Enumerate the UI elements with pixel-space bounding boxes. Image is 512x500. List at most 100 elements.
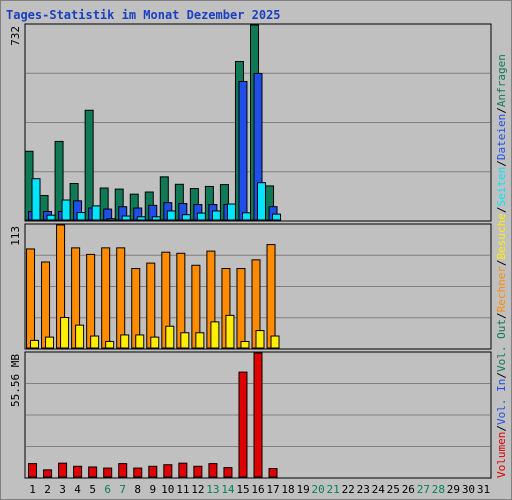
bar-volumen-day-9 [148,465,158,478]
bar-rechner-day-9 [146,262,156,349]
bar-rechner-day-7 [116,247,126,349]
x-label-day-31: 31 [477,483,490,496]
bar-seiten-day-1 [31,178,41,221]
bar-seiten-day-6 [106,218,116,221]
bar-volumen-day-7 [118,463,128,478]
x-label-day-3: 3 [59,483,66,496]
x-label-day-19: 19 [296,483,309,496]
x-axis-labels: 1 2 3 4 5 6 7 8 9 10 11 12 13 14 15 16 17 18 19 20 21 22 23 24 2… [29,483,490,496]
bar-besuche-day-1 [30,339,40,349]
chart-title: Tages-Statistik im Monat Dezember 2025 [6,8,281,22]
bar-seiten-day-8 [136,216,146,221]
legend-item-11: / [495,160,508,167]
x-label-day-15: 15 [236,483,249,496]
bar-anfragen-day-5 [84,109,94,221]
legend-item-4: Vol. Out [495,319,508,372]
legend-item-3: / [495,372,508,379]
bar-dateien-day-15 [238,80,248,221]
legend-item-0: Volumen [495,432,508,478]
bar-besuche-day-11 [180,332,190,349]
bar-besuche-day-12 [195,332,205,349]
bar-besuche-day-7 [120,334,130,349]
x-label-day-13: 13 [206,483,219,496]
bar-seiten-day-14 [226,203,236,221]
x-label-day-29: 29 [447,483,460,496]
bar-besuche-day-3 [60,317,70,349]
y-max-label: 732 [9,26,22,46]
x-label-day-5: 5 [89,483,96,496]
x-label-day-30: 30 [462,483,475,496]
x-label-day-27: 27 [417,483,430,496]
legend-item-10: Seiten [495,167,508,207]
panel-bottom: 55.56 MB [9,351,492,479]
x-label-day-28: 28 [432,483,445,496]
x-label-day-1: 1 [29,483,36,496]
legend-item-5: / [495,312,508,319]
legend-item-14: Anfragen [495,54,508,107]
bar-volumen-day-16 [253,352,263,478]
x-label-day-4: 4 [74,483,81,496]
x-label-day-6: 6 [104,483,111,496]
bar-besuche-day-6 [105,340,115,349]
x-label-day-11: 11 [176,483,189,496]
bar-besuche-day-8 [135,334,145,349]
x-label-day-8: 8 [134,483,141,496]
bar-volumen-day-11 [178,462,188,478]
x-label-day-12: 12 [191,483,204,496]
bar-seiten-day-16 [257,182,266,221]
x-label-day-10: 10 [161,483,174,496]
bar-rechner-day-5 [86,253,96,349]
x-label-day-14: 14 [221,483,235,496]
x-label-day-9: 9 [149,483,156,496]
x-label-day-25: 25 [387,483,400,496]
x-label-day-23: 23 [357,483,370,496]
x-label-day-21: 21 [327,483,340,496]
bar-besuche-day-4 [75,324,85,349]
x-label-day-2: 2 [44,483,51,496]
bar-seiten-day-12 [196,212,206,221]
bar-seiten-day-2 [46,214,56,221]
bar-seiten-day-3 [61,199,71,221]
chart-panels: 732 113 55.56 MB [9,23,492,479]
bar-rechner-day-1 [26,248,36,349]
x-label-day-24: 24 [372,483,386,496]
bar-volumen-day-1 [28,463,38,478]
legend-item-9: / [495,206,508,213]
x-label-day-18: 18 [281,483,294,496]
legend-text: Volumen/Vol. In/Vol. Out/Rechner/Besuche… [495,54,508,478]
bar-volumen-day-14 [223,467,233,478]
bar-besuche-day-13 [210,321,220,349]
legend-item-1: / [495,425,508,432]
panel-top: 732 [9,23,492,222]
x-label-day-22: 22 [342,483,355,496]
bar-besuche-day-2 [45,336,55,349]
bar-volumen-day-2 [43,469,53,478]
bar-volumen-day-5 [88,466,98,478]
x-label-day-20: 20 [312,483,325,496]
x-label-day-17: 17 [266,483,279,496]
panel-middle: 113 [9,223,492,350]
bar-volumen-day-6 [103,467,113,478]
bar-volumen-day-4 [73,465,83,478]
bar-besuche-day-17 [270,335,280,349]
bar-volumen-day-8 [133,467,143,478]
bar-seiten-day-9 [151,216,161,221]
bar-rechner-day-15 [236,268,246,349]
x-label-day-16: 16 [251,483,264,496]
bar-volumen-day-15 [238,371,248,478]
bar-seiten-day-13 [211,210,221,221]
bar-rechner-day-6 [101,247,111,349]
bar-volumen-day-3 [58,462,68,478]
legend-item-12: Dateien [495,114,508,160]
legend-item-6: Rechner [495,266,508,313]
legend-item-7: / [495,259,508,266]
bar-volumen-day-13 [208,463,218,478]
bar-besuche-day-15 [240,340,250,349]
bar-rechner-day-2 [41,261,51,349]
bar-seiten-day-10 [166,210,176,221]
bar-besuche-day-10 [165,325,175,349]
bar-seiten-day-7 [121,215,131,221]
bar-seiten-day-17 [272,213,282,221]
chart-legend: Volumen/Vol. In/Vol. Out/Rechner/Besuche… [495,54,508,478]
